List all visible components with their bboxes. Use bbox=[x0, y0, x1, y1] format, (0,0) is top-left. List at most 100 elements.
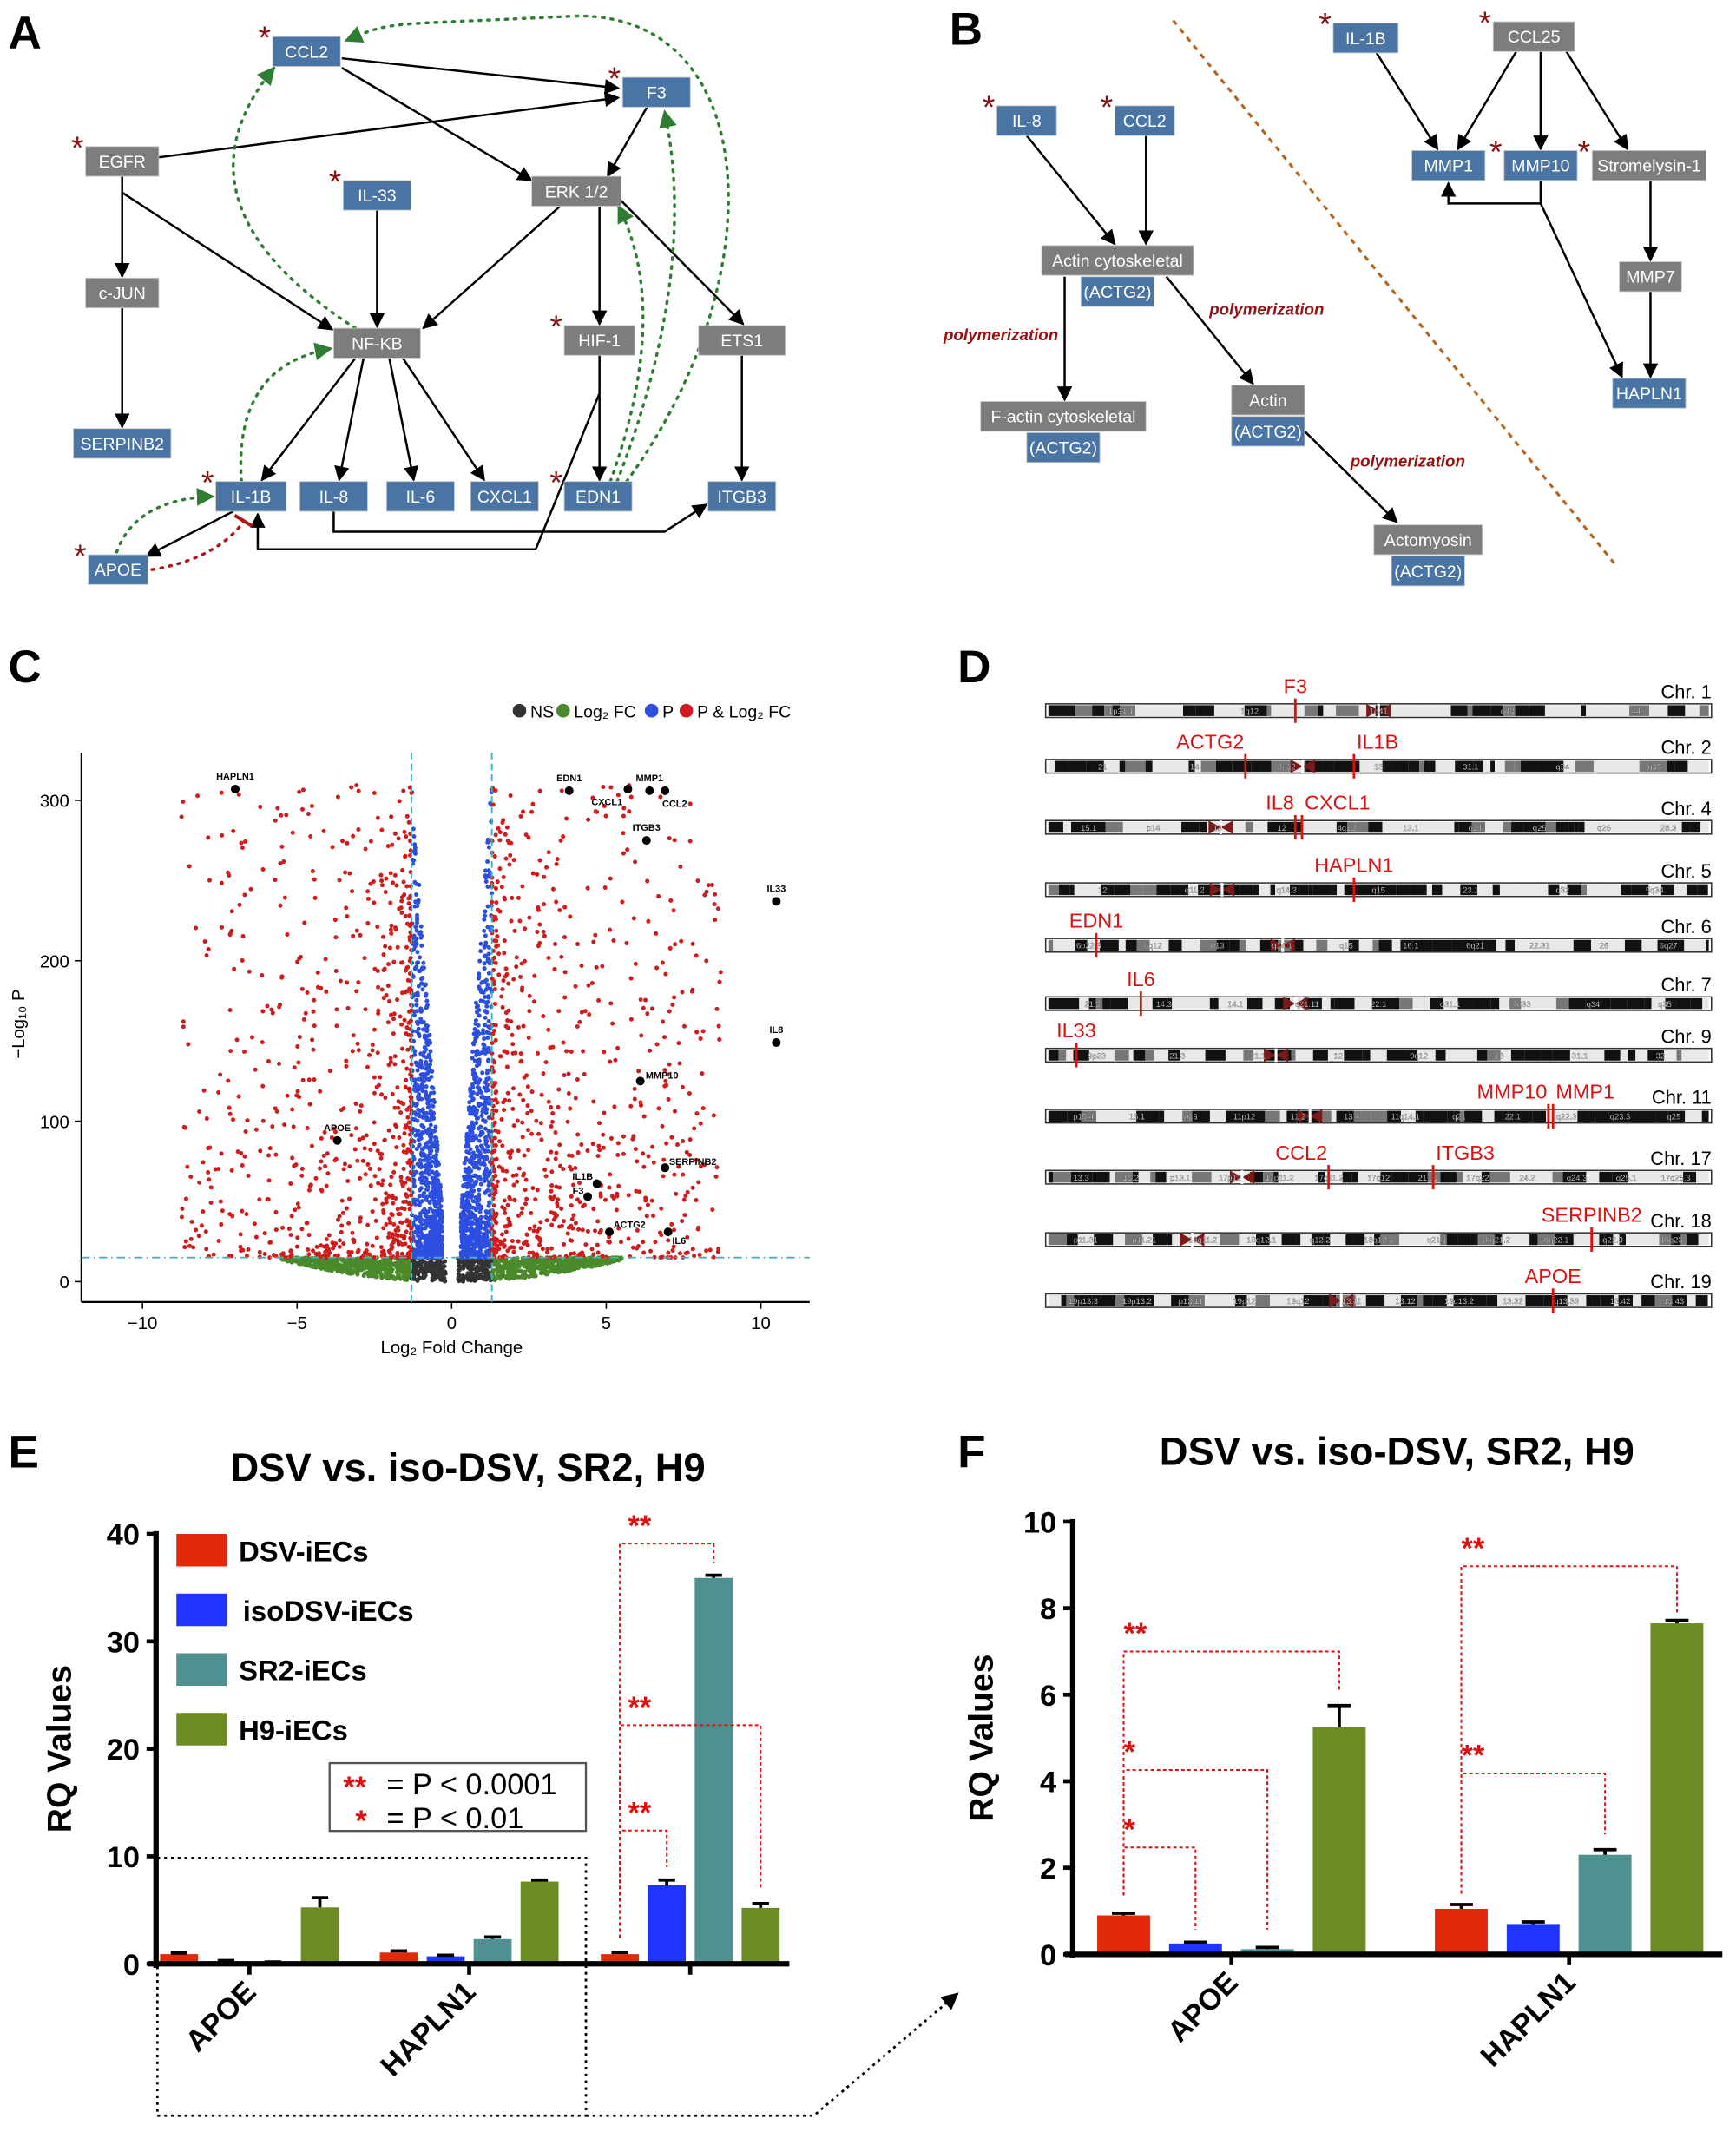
background-point bbox=[260, 1040, 265, 1045]
band bbox=[1477, 884, 1493, 896]
background-point bbox=[289, 1214, 294, 1219]
background-point bbox=[350, 1268, 355, 1273]
node-box bbox=[470, 481, 539, 512]
background-point bbox=[553, 942, 558, 947]
band bbox=[1492, 884, 1500, 896]
background-point bbox=[380, 1274, 385, 1280]
background-point bbox=[201, 1209, 206, 1214]
background-point bbox=[433, 1273, 438, 1278]
background-point bbox=[347, 1196, 352, 1201]
background-point bbox=[425, 1101, 431, 1106]
background-point bbox=[290, 1155, 295, 1161]
background-point bbox=[485, 1210, 490, 1215]
background-point bbox=[516, 1166, 522, 1171]
background-point bbox=[571, 1251, 576, 1256]
background-point bbox=[522, 1075, 527, 1080]
background-point bbox=[459, 1254, 464, 1259]
background-point bbox=[428, 1225, 433, 1230]
band bbox=[1195, 705, 1214, 716]
background-point bbox=[430, 1069, 435, 1074]
background-point bbox=[204, 1115, 209, 1121]
background-point bbox=[698, 1121, 703, 1126]
background-point bbox=[399, 1251, 404, 1256]
background-point bbox=[305, 1126, 310, 1131]
background-point bbox=[555, 857, 560, 862]
background-point bbox=[516, 895, 521, 900]
background-point bbox=[279, 813, 284, 818]
background-point bbox=[631, 1134, 636, 1139]
background-point bbox=[300, 1077, 306, 1082]
background-point bbox=[216, 1089, 221, 1095]
background-point bbox=[385, 984, 391, 989]
background-point bbox=[482, 917, 487, 922]
background-point bbox=[581, 1049, 586, 1054]
band bbox=[1183, 705, 1196, 716]
band bbox=[1332, 884, 1338, 896]
background-point bbox=[431, 1155, 437, 1160]
background-point bbox=[570, 1226, 575, 1231]
background-point bbox=[297, 789, 302, 794]
background-point bbox=[383, 944, 388, 949]
background-point bbox=[181, 1024, 186, 1030]
background-point bbox=[372, 1273, 378, 1278]
background-point bbox=[417, 1235, 422, 1240]
background-point bbox=[667, 1062, 672, 1067]
background-point bbox=[713, 1174, 719, 1179]
background-point bbox=[611, 1195, 616, 1201]
background-point bbox=[339, 1223, 345, 1228]
background-point bbox=[569, 1049, 574, 1054]
background-point bbox=[279, 1252, 284, 1257]
background-point bbox=[468, 1094, 473, 1099]
background-point bbox=[467, 1105, 472, 1110]
background-point bbox=[530, 801, 536, 806]
indirect-activation-arrow bbox=[608, 204, 645, 484]
background-point bbox=[488, 986, 493, 991]
point-label: APOE bbox=[324, 1123, 351, 1134]
background-point bbox=[229, 1168, 234, 1173]
point-label: IL6 bbox=[672, 1236, 686, 1247]
background-point bbox=[306, 1188, 312, 1193]
background-point bbox=[482, 1036, 487, 1042]
background-point bbox=[396, 1212, 401, 1217]
background-point bbox=[521, 1023, 526, 1029]
legend-entry: P bbox=[662, 702, 674, 721]
background-point bbox=[531, 1228, 536, 1234]
background-point bbox=[330, 845, 335, 850]
background-point bbox=[557, 1142, 562, 1148]
background-point bbox=[641, 1114, 647, 1119]
band bbox=[1240, 884, 1253, 896]
node-actin-cytoskeletal: Actin cytoskeletal bbox=[1041, 245, 1194, 276]
background-point bbox=[379, 1092, 385, 1097]
band-label: 15.1 bbox=[1081, 824, 1096, 832]
background-point bbox=[500, 1004, 505, 1010]
background-point bbox=[611, 938, 616, 943]
background-point bbox=[338, 978, 343, 984]
background-point bbox=[681, 1197, 687, 1202]
band bbox=[1529, 705, 1545, 716]
background-point bbox=[424, 1219, 430, 1224]
background-point bbox=[501, 875, 506, 880]
point-label: MMP1 bbox=[636, 773, 664, 784]
background-point bbox=[404, 1150, 409, 1155]
background-point bbox=[521, 1097, 526, 1102]
background-point bbox=[365, 920, 371, 925]
background-point bbox=[483, 913, 488, 918]
background-point bbox=[390, 1245, 395, 1250]
background-point bbox=[345, 1005, 351, 1010]
background-point bbox=[378, 1075, 383, 1080]
background-point bbox=[367, 1166, 372, 1171]
background-point bbox=[677, 1251, 682, 1256]
background-point bbox=[373, 1218, 378, 1223]
background-point bbox=[525, 1111, 530, 1116]
background-point bbox=[424, 1110, 430, 1115]
background-point bbox=[433, 1204, 438, 1209]
background-point bbox=[300, 806, 306, 812]
background-point bbox=[427, 1201, 432, 1206]
background-point bbox=[569, 1153, 575, 1158]
band-label: 28.3 bbox=[1660, 824, 1676, 832]
background-point bbox=[603, 813, 608, 819]
background-point bbox=[535, 929, 540, 934]
background-point bbox=[653, 1240, 658, 1245]
node-label: Actin bbox=[1249, 392, 1286, 411]
background-point bbox=[638, 997, 643, 1003]
